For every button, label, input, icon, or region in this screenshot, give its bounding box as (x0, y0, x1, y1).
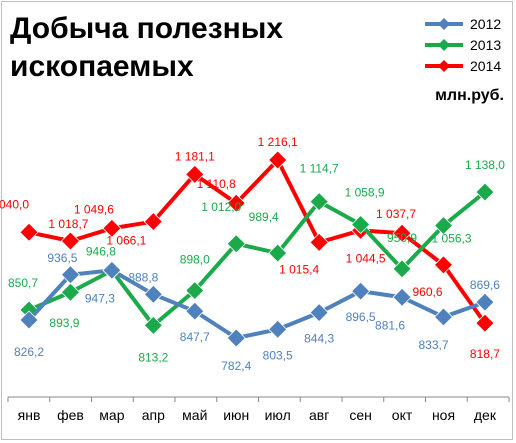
data-label-2014-окт: 1 037,7 (376, 207, 416, 221)
x-tick-label-7: авг (309, 407, 329, 423)
data-label-2014-июл: 1 216,1 (258, 135, 298, 149)
data-label-2013-сен: 1 058,9 (345, 186, 385, 200)
data-point-2014-янв (19, 222, 39, 242)
data-point-2013-авг (309, 192, 329, 212)
legend-label-2014: 2014 (470, 58, 501, 74)
data-point-2013-фев (60, 282, 81, 302)
data-label-2012-июн: 782,4 (221, 359, 251, 373)
data-label-2013-дек: 1 138,0 (465, 158, 505, 172)
data-label-2013-окт: 950,9 (387, 231, 417, 245)
data-point-2012-мар (102, 260, 122, 280)
data-label-2014-янв: 1 040,0 (0, 197, 29, 211)
chart-title-line-1: Добыча полезных (10, 12, 284, 45)
data-point-2012-окт (392, 287, 412, 307)
data-point-2012-янв (19, 310, 39, 330)
data-label-2013-июл: 989,4 (249, 210, 279, 224)
data-label-2012-июл: 803,5 (263, 348, 293, 362)
data-point-2012-дек (475, 292, 495, 312)
data-point-2013-сен (351, 214, 371, 235)
data-label-2014-июн: 1 110,8 (197, 177, 236, 191)
data-label-2013-янв: 850,7 (8, 276, 38, 290)
data-label-2014-авг: 1 015,4 (279, 262, 319, 276)
x-tick-label-1: фев (57, 407, 84, 423)
data-point-2013-ноя (433, 216, 454, 236)
data-label-2014-дек: 818,7 (470, 347, 500, 361)
data-point-2014-мар (102, 218, 122, 238)
data-point-2012-фев (60, 265, 81, 285)
data-point-2012-ноя (433, 307, 454, 327)
data-label-2012-янв: 826,2 (14, 345, 44, 359)
data-label-2013-июн: 1 012,0 (201, 200, 241, 214)
data-point-2014-фев (60, 231, 81, 251)
data-point-2014-дек (475, 313, 495, 333)
x-tick-label-3: апр (142, 407, 165, 423)
data-label-2014-сен: 1 044,5 (346, 251, 386, 265)
data-point-2012-апр (143, 284, 163, 304)
data-point-2014-апр (143, 211, 163, 232)
data-label-2012-авг: 844,3 (304, 332, 334, 346)
data-label-2012-сен: 896,5 (346, 310, 376, 324)
x-tick-label-8: сен (349, 407, 372, 423)
x-tick-label-9: окт (392, 407, 413, 423)
data-label-2012-ноя: 833,7 (418, 338, 448, 352)
data-label-2014-мар: 1 049,6 (74, 202, 114, 216)
data-point-2014-ноя (433, 255, 454, 275)
data-label-2012-дек: 869,6 (470, 278, 500, 292)
data-point-2012-май (185, 301, 205, 321)
data-label-2014-май: 1 181,1 (175, 149, 215, 163)
x-tick-label-0: янв (18, 407, 41, 423)
legend-marker-2014 (438, 60, 450, 72)
legend-label-2012: 2012 (470, 16, 501, 32)
data-label-2013-авг: 1 114,7 (300, 162, 339, 176)
data-point-2013-окт (392, 259, 412, 279)
data-point-2012-сен (351, 281, 371, 301)
data-label-2013-май: 898,0 (180, 253, 210, 267)
data-label-2013-ноя: 1 056,3 (431, 232, 471, 246)
data-point-2014-июн (226, 193, 246, 213)
data-point-2014-окт (392, 223, 412, 243)
data-label-2014-апр: 1 066,1 (106, 234, 146, 248)
units-label: млн.руб. (435, 87, 504, 104)
data-point-2012-июл (268, 319, 288, 339)
data-point-2014-июл (268, 150, 288, 170)
data-label-2013-апр: 813,2 (138, 350, 168, 364)
data-point-2014-авг (309, 232, 329, 252)
x-tick-label-2: мар (99, 407, 124, 423)
data-label-2012-мар: 947,3 (85, 291, 115, 305)
chart-title-line-2: ископаемых (10, 50, 194, 83)
data-label-2014-фев: 1 018,7 (48, 217, 88, 231)
data-label-2012-май: 847,7 (180, 330, 210, 344)
series-line-2013 (27, 190, 487, 328)
data-point-2012-авг (309, 303, 329, 323)
data-label-2012-окт: 881,6 (375, 318, 405, 332)
data-point-2013-май (185, 280, 205, 301)
data-label-2013-мар: 946,8 (86, 245, 116, 259)
legend-marker-2013 (438, 39, 450, 51)
legend-marker-2012 (438, 18, 450, 30)
data-point-2013-апр (143, 315, 163, 335)
data-point-2014-май (185, 164, 205, 184)
legend-label-2013: 2013 (470, 37, 501, 53)
data-label-2014-ноя: 960,6 (412, 285, 442, 299)
data-point-2012-июн (226, 328, 246, 348)
data-label-2012-апр: 888,8 (128, 270, 158, 284)
x-tick-label-11: дек (474, 407, 497, 423)
data-point-2013-июл (268, 243, 288, 263)
x-tick-label-6: июл (265, 407, 291, 423)
data-label-2012-фев: 936,5 (47, 251, 77, 265)
x-tick-label-5: июн (223, 407, 249, 423)
x-tick-label-4: май (182, 407, 207, 423)
data-point-2013-июн (226, 234, 246, 254)
data-label-2013-фев: 893,9 (49, 316, 79, 330)
x-tick-label-10: ноя (432, 407, 455, 423)
data-point-2013-дек (475, 182, 495, 202)
